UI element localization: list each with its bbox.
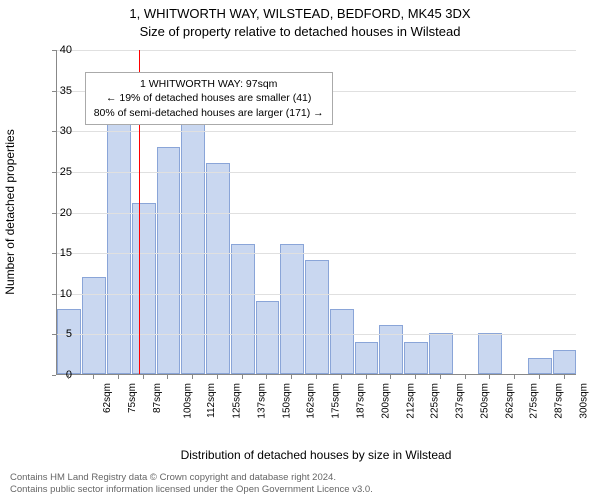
x-tick-label: 300sqm [578, 383, 589, 419]
x-tick-mark [465, 375, 466, 379]
x-tick-mark [118, 375, 119, 379]
bar [528, 358, 552, 374]
x-tick-label: 175sqm [331, 383, 342, 419]
x-tick-label: 100sqm [182, 383, 193, 419]
x-tick-label: 225sqm [430, 383, 441, 419]
x-tick-mark [93, 375, 94, 379]
bar [157, 147, 181, 375]
x-tick-label: 87sqm [152, 383, 163, 413]
grid-line [57, 253, 576, 254]
x-tick-label: 112sqm [206, 383, 217, 418]
x-tick-mark [68, 375, 69, 379]
x-tick-mark [489, 375, 490, 379]
annotation-line: ← 19% of detached houses are smaller (41… [94, 91, 324, 105]
annotation-line: 1 WHITWORTH WAY: 97sqm [94, 77, 324, 91]
bar [256, 301, 280, 374]
bar [206, 163, 230, 374]
x-tick-label: 212sqm [405, 383, 416, 419]
y-tick-mark [52, 91, 56, 92]
bar [82, 277, 106, 375]
grid-line [57, 172, 576, 173]
grid-line [57, 334, 576, 335]
y-tick-mark [52, 213, 56, 214]
x-tick-mark [291, 375, 292, 379]
x-tick-mark [217, 375, 218, 379]
bar [553, 350, 577, 374]
footer-line-2: Contains public sector information licen… [10, 484, 373, 496]
bar [107, 122, 131, 374]
bar [57, 309, 81, 374]
x-tick-label: 200sqm [380, 383, 391, 419]
bar [132, 203, 156, 374]
bar [429, 333, 453, 374]
y-tick-mark [52, 375, 56, 376]
x-tick-mark [539, 375, 540, 379]
x-tick-label: 137sqm [257, 383, 268, 419]
y-tick-mark [52, 131, 56, 132]
x-tick-label: 125sqm [232, 383, 243, 419]
x-tick-mark [415, 375, 416, 379]
x-tick-label: 62sqm [102, 383, 113, 413]
x-tick-label: 162sqm [306, 383, 317, 419]
bar [379, 325, 403, 374]
x-tick-mark [143, 375, 144, 379]
x-tick-mark [514, 375, 515, 379]
y-axis-label: Number of detached properties [3, 129, 17, 294]
x-tick-label: 262sqm [504, 383, 515, 419]
x-tick-label: 187sqm [356, 383, 367, 419]
bar [231, 244, 255, 374]
chart-container: 1, WHITWORTH WAY, WILSTEAD, BEDFORD, MK4… [0, 0, 600, 500]
bar [305, 260, 329, 374]
x-tick-mark [266, 375, 267, 379]
annotation-line: 80% of semi-detached houses are larger (… [94, 106, 324, 120]
x-tick-mark [316, 375, 317, 379]
x-tick-mark [440, 375, 441, 379]
x-tick-label: 275sqm [529, 383, 540, 419]
x-tick-label: 150sqm [281, 383, 292, 419]
x-tick-mark [167, 375, 168, 379]
grid-line [57, 50, 576, 51]
x-axis-label: Distribution of detached houses by size … [56, 448, 576, 462]
bar [355, 342, 379, 375]
y-tick-mark [52, 253, 56, 254]
bar [280, 244, 304, 374]
bar [478, 333, 502, 374]
x-tick-label: 75sqm [127, 383, 138, 413]
x-tick-label: 250sqm [479, 383, 490, 419]
grid-line [57, 131, 576, 132]
x-tick-mark [564, 375, 565, 379]
y-tick-mark [52, 172, 56, 173]
annotation-box: 1 WHITWORTH WAY: 97sqm← 19% of detached … [85, 72, 333, 125]
x-tick-mark [366, 375, 367, 379]
bar [181, 122, 205, 374]
x-tick-label: 237sqm [455, 383, 466, 419]
y-tick-mark [52, 50, 56, 51]
chart-title-line1: 1, WHITWORTH WAY, WILSTEAD, BEDFORD, MK4… [0, 0, 600, 23]
x-tick-mark [390, 375, 391, 379]
chart-title-line2: Size of property relative to detached ho… [0, 23, 600, 39]
x-tick-mark [192, 375, 193, 379]
x-tick-mark [242, 375, 243, 379]
bar [404, 342, 428, 375]
grid-line [57, 294, 576, 295]
plot-area: 1 WHITWORTH WAY: 97sqm← 19% of detached … [56, 50, 576, 375]
y-tick-mark [52, 334, 56, 335]
footer-attribution: Contains HM Land Registry data © Crown c… [10, 472, 373, 496]
grid-line [57, 213, 576, 214]
x-tick-mark [341, 375, 342, 379]
y-tick-mark [52, 294, 56, 295]
x-tick-label: 287sqm [554, 383, 565, 419]
footer-line-1: Contains HM Land Registry data © Crown c… [10, 472, 373, 484]
bar [330, 309, 354, 374]
